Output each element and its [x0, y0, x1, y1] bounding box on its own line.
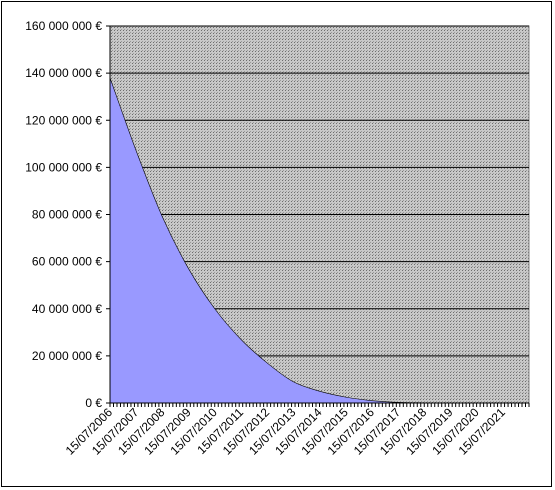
- y-tick-label-8: 160 000 000 €: [25, 19, 102, 33]
- y-tick-label-5: 100 000 000 €: [25, 160, 102, 174]
- y-tick-label-6: 120 000 000 €: [25, 113, 102, 127]
- x-axis-ticks: 15/07/200615/07/200715/07/200815/07/2009…: [63, 403, 530, 458]
- y-tick-label-3: 60 000 000 €: [32, 255, 102, 269]
- y-tick-label-1: 20 000 000 €: [32, 349, 102, 363]
- y-tick-label-0: 0 €: [85, 396, 102, 410]
- y-tick-label-4: 80 000 000 €: [32, 208, 102, 222]
- y-tick-label-2: 40 000 000 €: [32, 302, 102, 316]
- y-axis-ticks: 0 € 20 000 000 € 40 000 000 € 60 000 000 € 8…: [25, 19, 110, 410]
- y-tick-label-7: 140 000 000 €: [25, 66, 102, 80]
